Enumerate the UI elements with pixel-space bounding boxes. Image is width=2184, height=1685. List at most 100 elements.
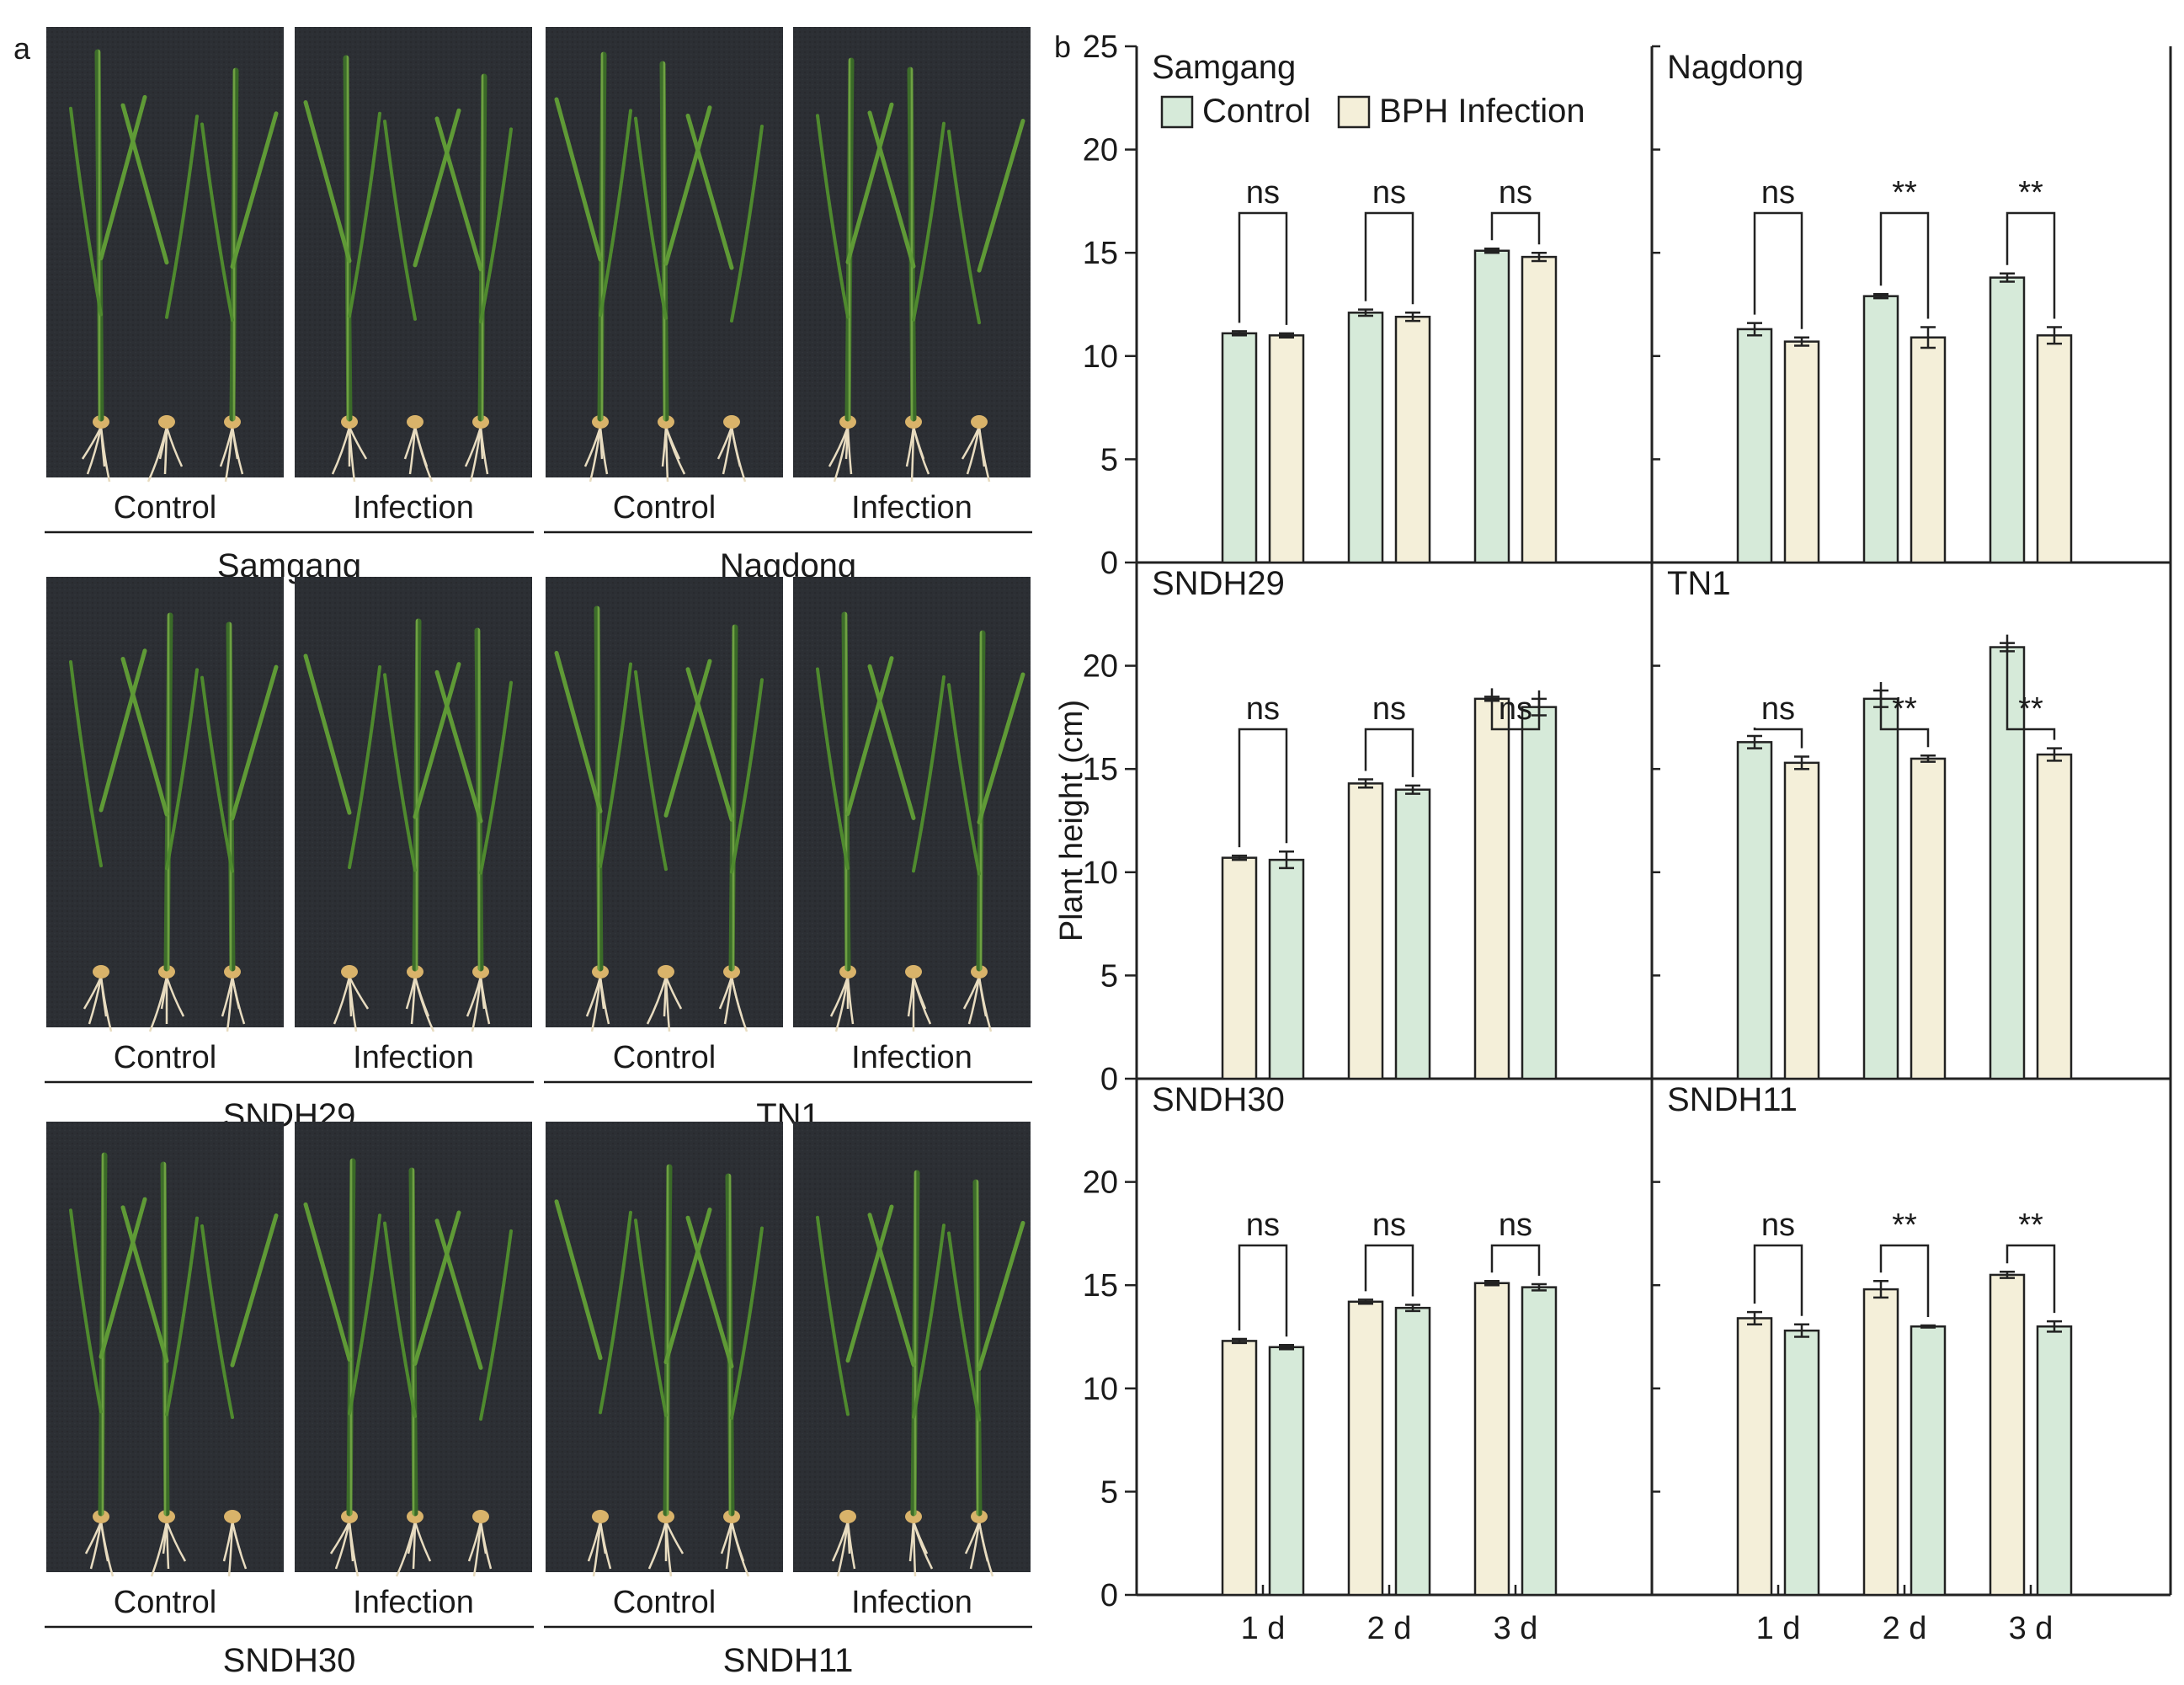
seedling [120,612,199,1032]
significance-label: ** [2018,1208,2043,1243]
seedling-photo [295,27,532,483]
significance-label: ns [1372,175,1406,211]
bar-panel: Nagdong ns ** ** [1667,49,2073,564]
y-tick-label: 15 [1083,236,1118,271]
root [331,426,351,475]
seed [341,1510,358,1523]
bar-control [1862,1288,1899,1597]
leaf-blade [99,94,147,261]
leaf-blade [912,1224,946,1419]
significance-label: ns [1761,1208,1795,1243]
root [413,976,435,1032]
leaf-blade [730,1226,764,1420]
y-tick-label: 10 [1083,856,1118,891]
seed [407,415,423,429]
significance-bracket [2006,1244,2056,1314]
seed [93,965,109,978]
root [966,426,981,475]
leaf-blade [165,668,199,871]
seedling [69,1152,147,1577]
stem [844,57,855,422]
panel-title: SNDH29 [1152,565,1285,602]
leaf-blade [413,1210,461,1366]
leaf-blade [230,111,279,269]
bar-control [1221,1340,1258,1597]
root [226,976,234,1032]
root [912,976,932,1025]
leaf-blade [947,129,981,325]
seedling [554,1154,632,1577]
leaf-blade [383,1221,417,1418]
stem [728,624,738,972]
seed [224,965,241,978]
y-tick-label: 10 [1083,339,1118,375]
significance-label: ** [2018,175,2043,211]
leaf-blade [165,1216,199,1416]
seedling-photo [793,27,1031,483]
stem [663,1164,673,1517]
bar-control [1736,741,1773,1080]
seed [905,415,922,429]
leaf-blade [599,109,632,317]
root [348,426,356,483]
seed [224,415,241,429]
root [977,426,991,483]
leaf-blade [200,1224,234,1420]
bar-infection [1783,1329,1820,1597]
significance-bracket [1490,211,1541,245]
leaf-blade [165,115,199,319]
significance-label: ns [1499,1208,1532,1243]
x-tick-label: 3 d [2009,1611,2053,1646]
legend-label-control: Control [1202,93,1311,130]
bar-infection [1394,315,1431,564]
root [99,1521,115,1577]
seedling-photo [793,577,1031,1032]
leaf-blade [413,662,461,819]
root [834,976,850,1032]
leaf-blade [554,97,603,262]
seedling [554,605,632,1032]
root [471,976,482,1032]
legend: Control BPH Infection [1160,93,1585,130]
panel-title: Samgang [1152,49,1296,86]
leaf-blade [120,656,169,817]
seed [407,965,423,978]
significance-label: ns [1761,691,1795,727]
root [589,426,602,483]
seedling [120,1161,199,1577]
y-tick-label: 15 [1083,752,1118,787]
seedling-photo [295,1122,532,1577]
significance-bracket [1364,1244,1414,1297]
root [348,1521,360,1577]
y-tick-label: 15 [1083,1268,1118,1304]
seed [905,965,922,978]
leaf-blade [434,116,483,272]
leaf-blade [845,102,894,264]
seed [224,1510,241,1523]
significance-bracket [1879,1244,1930,1318]
bar-control [1862,697,1899,1080]
stem [226,621,236,972]
y-tick-label: 5 [1100,1474,1118,1510]
seed [723,415,740,429]
panel-title: Nagdong [1667,49,1803,86]
seedling-photo [46,27,284,483]
root [408,426,417,475]
stem [229,67,239,422]
control-photo-label: Control [114,490,217,525]
root [977,976,993,1032]
stem [343,55,353,422]
leaf-blade [947,1231,981,1422]
leaf-blade [348,1213,381,1416]
bar-control [1989,276,2026,564]
leaf-blade [200,675,234,873]
leaf-blade [120,1205,169,1363]
stem [408,1167,418,1517]
variety-label: SNDH30 [223,1642,356,1679]
seedling [120,58,199,483]
seedling [685,624,764,1032]
stem [594,605,604,972]
stem [841,611,851,972]
leaf-blade [69,660,103,867]
seedling [434,73,513,483]
